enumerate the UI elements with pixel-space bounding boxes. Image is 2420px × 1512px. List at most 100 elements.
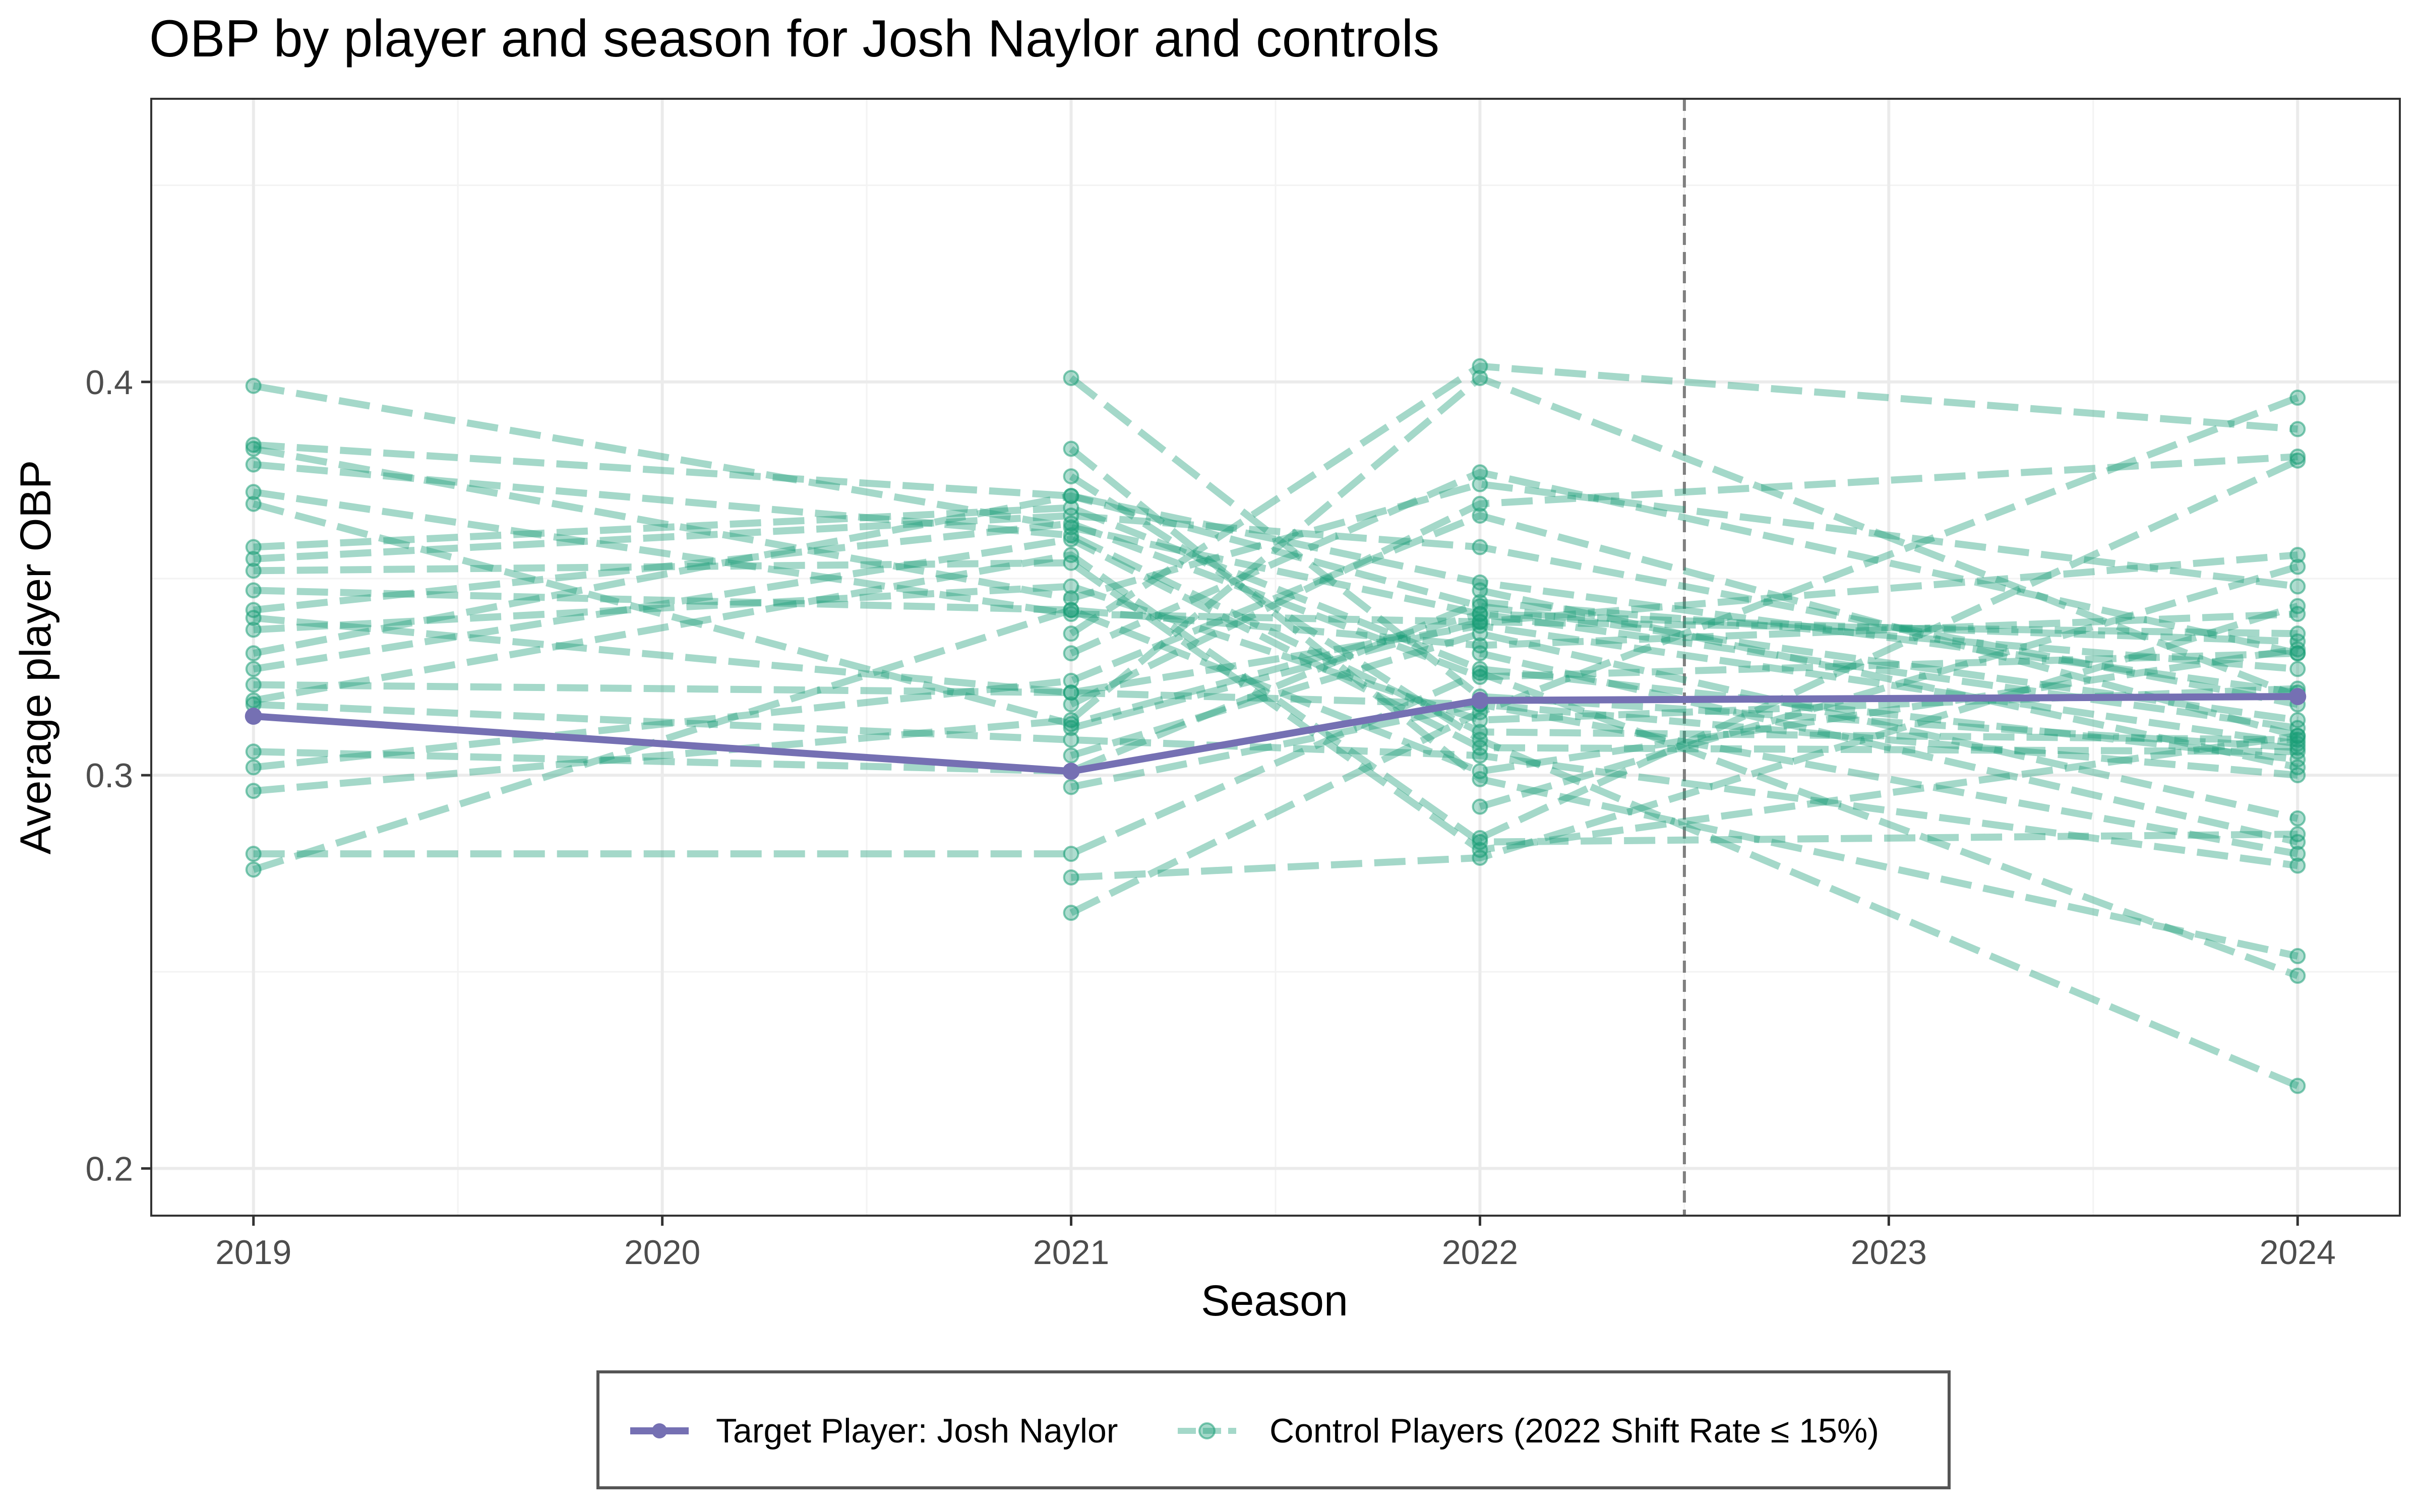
control-point xyxy=(1472,582,1488,599)
control-point xyxy=(2289,759,2306,776)
control-series-line-20 xyxy=(253,512,2299,771)
control-point xyxy=(1063,547,1079,563)
control-series-line-16 xyxy=(253,622,2298,747)
control-series-group xyxy=(245,358,2306,1094)
control-point xyxy=(245,846,262,862)
control-point xyxy=(245,495,262,512)
control-point xyxy=(2289,547,2306,563)
control-series-line-24 xyxy=(1069,375,2298,751)
control-point xyxy=(1472,464,1488,481)
y-tick-label: 0.2 xyxy=(85,1150,133,1188)
control-point xyxy=(245,456,262,473)
control-series-line-6 xyxy=(252,500,2298,728)
control-point xyxy=(2289,846,2306,862)
control-series-line-28 xyxy=(1069,469,2298,657)
x-tick-label: 2022 xyxy=(1442,1233,1518,1272)
control-point xyxy=(1472,830,1488,846)
control-series-line-11 xyxy=(253,520,2298,680)
control-point xyxy=(1472,747,1488,764)
control-point xyxy=(245,440,262,457)
control-point xyxy=(1472,594,1488,610)
control-point xyxy=(1063,731,1079,748)
control-point xyxy=(1472,495,1488,512)
control-point xyxy=(245,621,262,638)
control-point xyxy=(1472,834,1488,850)
control-point xyxy=(245,550,262,567)
control-point xyxy=(2289,739,2306,756)
control-point xyxy=(2289,625,2306,642)
control-point xyxy=(2289,712,2306,728)
control-point xyxy=(1472,358,1488,374)
x-tick-label: 2021 xyxy=(1033,1233,1109,1272)
control-point xyxy=(1472,476,1488,492)
control-point xyxy=(2289,421,2306,437)
control-point xyxy=(245,759,262,776)
control-point xyxy=(1472,645,1488,662)
control-point xyxy=(1472,669,1488,685)
control-point xyxy=(245,539,262,555)
control-point xyxy=(2289,968,2306,984)
x-tick-label: 2023 xyxy=(1851,1233,1927,1272)
control-point xyxy=(1063,440,1079,457)
y-axis: 0.2 0.3 0.4 xyxy=(85,363,151,1188)
control-series-line-14 xyxy=(253,492,2298,724)
control-point xyxy=(1472,731,1488,748)
control-point xyxy=(245,562,262,579)
control-series-line-38 xyxy=(1479,587,2298,771)
control-point xyxy=(1063,370,1079,386)
control-point xyxy=(245,609,262,626)
control-point xyxy=(1063,645,1079,662)
control-point xyxy=(1063,625,1079,642)
control-point xyxy=(245,645,262,662)
control-point xyxy=(1063,578,1079,595)
control-point xyxy=(245,861,262,878)
control-series-line-3 xyxy=(253,445,2298,602)
legend: Target Player: Josh Naylor Control Playe… xyxy=(596,1370,1951,1489)
control-series-line-12 xyxy=(253,614,2298,857)
control-series-line-27 xyxy=(1069,362,2298,637)
control-series-line-18 xyxy=(253,701,2298,869)
control-point xyxy=(1472,665,1488,681)
control-point xyxy=(2289,578,2306,595)
legend-label-control: Control Players (2022 Shift Rate ≤ 15%) xyxy=(1269,1412,1879,1450)
control-point xyxy=(1472,508,1488,524)
control-point xyxy=(2289,558,2306,575)
control-point xyxy=(245,582,262,599)
control-series-line-29 xyxy=(1069,453,2298,708)
legend-box xyxy=(596,1370,1951,1489)
y-tick-label: 0.4 xyxy=(85,363,133,402)
x-axis-title: Season xyxy=(1201,1277,1348,1325)
control-series-line-2 xyxy=(253,441,2298,697)
control-point xyxy=(1063,590,1079,606)
control-point xyxy=(1472,613,1488,630)
control-point xyxy=(245,377,262,394)
control-point xyxy=(2289,641,2306,658)
control-point xyxy=(245,484,262,500)
control-point xyxy=(1063,531,1079,547)
target-point xyxy=(2289,688,2307,706)
control-point xyxy=(1063,468,1079,485)
control-point xyxy=(2289,661,2306,677)
control-point xyxy=(245,436,262,453)
control-point xyxy=(1472,798,1488,815)
x-axis: 2019 2020 2021 2022 2023 2024 xyxy=(215,1216,2336,1272)
control-point xyxy=(245,743,262,760)
control-point xyxy=(1063,515,1079,532)
target-point xyxy=(1471,691,1489,709)
control-series-line-9 xyxy=(253,559,2298,854)
control-point xyxy=(1472,539,1488,555)
control-series-line-37 xyxy=(1479,650,2298,846)
legend-control-marker xyxy=(1198,1422,1216,1439)
target-point xyxy=(245,708,262,725)
control-point xyxy=(1472,370,1488,386)
control-series-line-22 xyxy=(253,669,2299,979)
x-tick-label: 2020 xyxy=(624,1233,700,1272)
control-point xyxy=(245,692,262,709)
control-point xyxy=(2289,948,2306,965)
control-point xyxy=(2289,834,2306,850)
control-point xyxy=(1063,602,1079,618)
control-series-line-8 xyxy=(253,512,2298,708)
control-point xyxy=(1063,716,1079,732)
x-tick-label: 2024 xyxy=(2260,1233,2336,1272)
